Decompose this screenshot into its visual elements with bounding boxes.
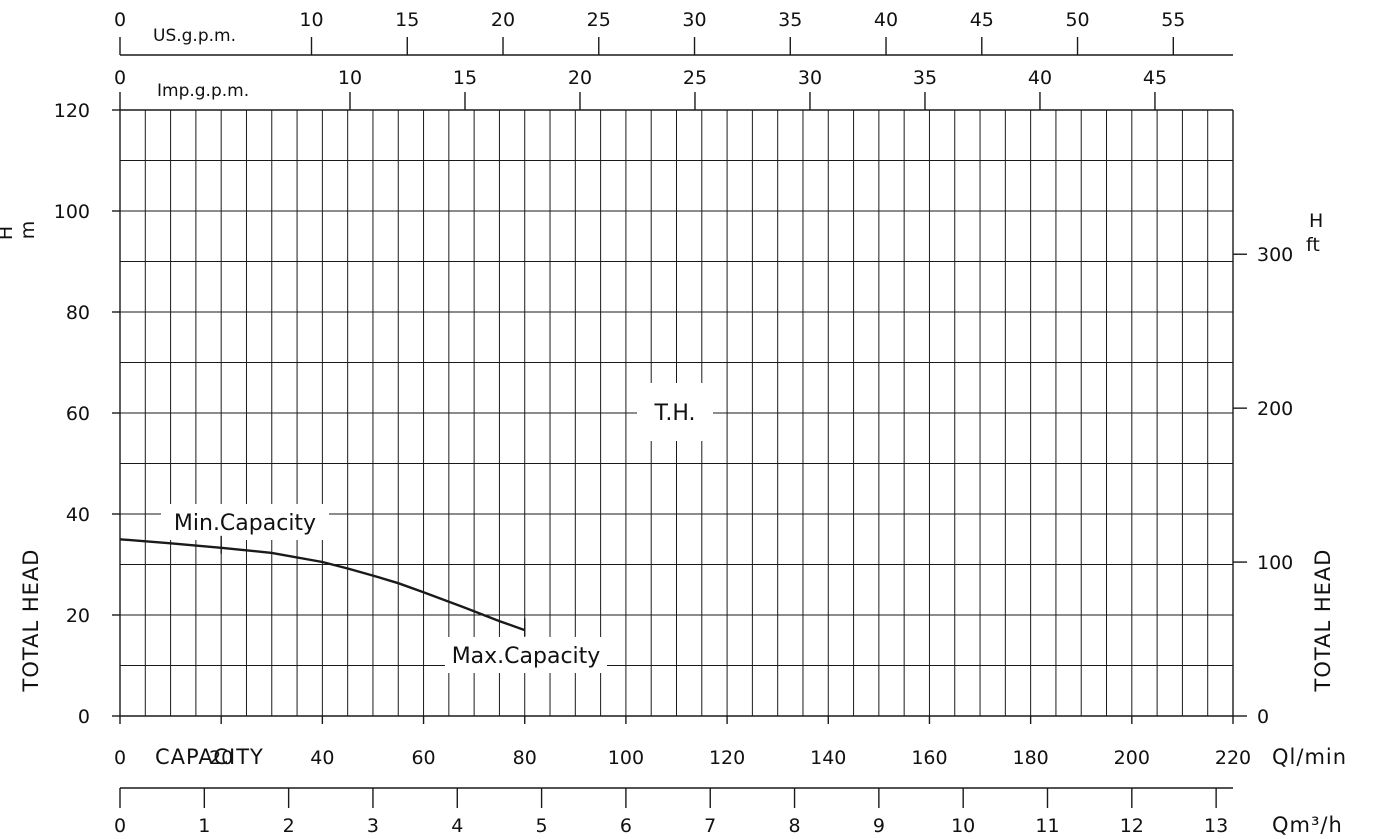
x-axis-unit: Ql/min [1272, 745, 1347, 769]
y-tick-label: 20 [66, 605, 90, 627]
model-label: T.H. [654, 401, 696, 426]
min-capacity-label: Min.Capacity [174, 511, 316, 536]
us-gpm-tick-label: 55 [1161, 9, 1185, 31]
imp-gpm-tick-label: 40 [1028, 67, 1052, 89]
x-tick-label: 60 [411, 747, 435, 769]
y-axis-unit-letter: H [0, 226, 17, 240]
y-tick-label: 100 [54, 201, 90, 223]
y2-tick-label: 0 [1257, 706, 1269, 728]
y2-tick-label: 100 [1257, 552, 1293, 574]
qm3h-tick-label: 7 [704, 815, 716, 837]
qm3h-tick-label: 13 [1204, 815, 1228, 837]
qm3h-tick-label: 1 [198, 815, 210, 837]
qm3h-tick-label: 5 [536, 815, 548, 837]
y-axis-label: TOTAL HEAD [19, 549, 43, 693]
imp-gpm-tick-label: 0 [114, 67, 126, 89]
imp-gpm-tick-label: 10 [338, 67, 362, 89]
qm3h-tick-label: 6 [620, 815, 632, 837]
y-axis-unit-name: m [17, 221, 39, 240]
y2-tick-label: 200 [1257, 398, 1293, 420]
us-gpm-tick-label: 40 [874, 9, 898, 31]
us-gpm-axis-label: US.g.p.m. [153, 26, 236, 46]
us-gpm-tick-label: 50 [1065, 9, 1089, 31]
x-tick-label: 200 [1114, 747, 1150, 769]
qm3h-tick-label: 8 [788, 815, 800, 837]
qm3h-tick-label: 0 [114, 815, 126, 837]
x-tick-label: 220 [1215, 747, 1251, 769]
x-tick-label: 140 [810, 747, 846, 769]
model-label-background [637, 383, 713, 441]
qm3h-tick-label: 3 [367, 815, 379, 837]
imp-gpm-tick-label: 20 [568, 67, 592, 89]
curve-layer [119, 535, 526, 637]
x-tick-label: 0 [114, 747, 126, 769]
imp-gpm-tick-label: 45 [1143, 67, 1167, 89]
qm3h-axis-label: Qm³/h [1272, 813, 1343, 837]
y-tick-label: 120 [54, 100, 90, 122]
y-axis-unit: H m [0, 220, 39, 240]
imp-gpm-tick-label: 15 [453, 67, 477, 89]
us-gpm-tick-label: 45 [970, 9, 994, 31]
x-tick-label: 40 [310, 747, 334, 769]
imp-gpm-tick-label: 25 [683, 67, 707, 89]
qm3h-tick-label: 11 [1035, 815, 1059, 837]
x-tick-label: 120 [709, 747, 745, 769]
us-gpm-tick-label: 10 [299, 9, 323, 31]
y2-axis-label: TOTAL HEAD [1311, 549, 1335, 693]
y-tick-label: 0 [78, 706, 90, 728]
us-gpm-tick-label: 30 [682, 9, 706, 31]
performance-curve [119, 538, 526, 632]
y2-axis-unit-name: ft [1306, 234, 1320, 256]
us-gpm-tick-label: 0 [114, 9, 126, 31]
qm3h-tick-label: 4 [451, 815, 463, 837]
y-tick-label: 60 [66, 403, 90, 425]
labels-layer: US.g.p.m. Imp.g.p.m. CAPACITY Ql/min Qm³… [0, 26, 1347, 837]
x-tick-label: 180 [1013, 747, 1049, 769]
x-tick-label: 100 [608, 747, 644, 769]
imp-gpm-axis-label: Imp.g.p.m. [157, 81, 249, 101]
x-axis-label: CAPACITY [155, 745, 264, 769]
y-tick-label: 80 [66, 302, 90, 324]
y2-axis-unit-letter: H [1309, 210, 1323, 232]
qm3h-tick-label: 12 [1120, 815, 1144, 837]
imp-gpm-tick-label: 35 [913, 67, 937, 89]
us-gpm-tick-label: 35 [778, 9, 802, 31]
max-capacity-label-background [445, 637, 607, 673]
us-gpm-tick-label: 20 [491, 9, 515, 31]
us-gpm-tick-label: 25 [587, 9, 611, 31]
grid-layer [120, 110, 1233, 716]
x-tick-label: 20 [209, 747, 233, 769]
x-tick-label: 160 [911, 747, 947, 769]
qm3h-tick-label: 10 [951, 815, 975, 837]
min-capacity-label-background [161, 504, 329, 540]
annotation-layer: T.H. Min.Capacity Max.Capacity [161, 383, 713, 673]
imp-gpm-tick-label: 30 [798, 67, 822, 89]
y-tick-label: 40 [66, 504, 90, 526]
us-gpm-tick-label: 15 [395, 9, 419, 31]
y2-tick-label: 300 [1257, 244, 1293, 266]
max-capacity-label: Max.Capacity [452, 644, 601, 669]
qm3h-tick-label: 2 [283, 815, 295, 837]
x-tick-label: 80 [513, 747, 537, 769]
qm3h-tick-label: 9 [873, 815, 885, 837]
